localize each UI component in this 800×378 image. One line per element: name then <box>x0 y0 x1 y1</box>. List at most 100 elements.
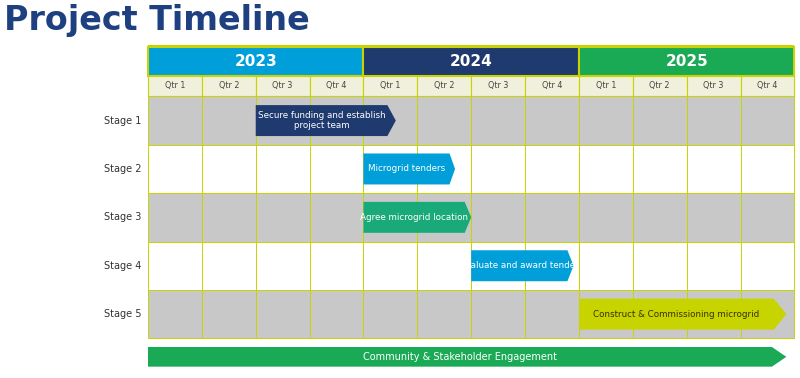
Bar <box>310 193 363 242</box>
Bar <box>202 242 256 290</box>
Bar <box>202 76 256 96</box>
Bar <box>418 242 471 290</box>
Text: Stage 1: Stage 1 <box>104 116 142 125</box>
Bar <box>525 96 579 145</box>
Polygon shape <box>363 153 455 184</box>
Bar <box>579 193 633 242</box>
Bar <box>148 193 202 242</box>
Polygon shape <box>579 299 786 330</box>
Bar <box>148 45 794 78</box>
Bar <box>471 76 525 96</box>
Bar <box>148 145 202 193</box>
Bar <box>256 290 310 338</box>
Bar <box>686 193 741 242</box>
Text: Qtr 3: Qtr 3 <box>703 82 724 90</box>
Bar <box>310 242 363 290</box>
Polygon shape <box>148 347 786 367</box>
Bar <box>686 290 741 338</box>
Bar <box>363 96 418 145</box>
Bar <box>741 96 794 145</box>
Text: Construct & Commissioning microgrid: Construct & Commissioning microgrid <box>594 310 759 319</box>
Bar <box>363 193 418 242</box>
Bar <box>310 290 363 338</box>
Text: Secure funding and establish
project team: Secure funding and establish project tea… <box>258 111 386 130</box>
Bar <box>202 193 256 242</box>
Bar <box>471 96 525 145</box>
Text: 2024: 2024 <box>450 54 493 69</box>
Bar <box>579 47 794 76</box>
Bar <box>148 96 202 145</box>
Bar <box>633 145 686 193</box>
Bar <box>310 145 363 193</box>
Bar <box>256 96 310 145</box>
Text: Qtr 2: Qtr 2 <box>434 82 454 90</box>
Text: Qtr 1: Qtr 1 <box>380 82 401 90</box>
Bar <box>633 76 686 96</box>
Bar <box>418 76 471 96</box>
Text: Qtr 4: Qtr 4 <box>758 82 778 90</box>
Bar <box>148 47 363 76</box>
Bar <box>741 290 794 338</box>
Bar <box>418 96 471 145</box>
Text: Qtr 1: Qtr 1 <box>165 82 185 90</box>
Text: Qtr 2: Qtr 2 <box>650 82 670 90</box>
Text: Qtr 2: Qtr 2 <box>218 82 239 90</box>
Bar <box>202 290 256 338</box>
Text: Evaluate and award tender: Evaluate and award tender <box>460 261 578 270</box>
Bar <box>525 193 579 242</box>
Bar <box>579 290 633 338</box>
Bar <box>525 76 579 96</box>
Text: Microgrid tenders: Microgrid tenders <box>368 164 445 174</box>
Bar <box>418 290 471 338</box>
Bar <box>418 193 471 242</box>
Text: Qtr 3: Qtr 3 <box>488 82 508 90</box>
Bar <box>202 96 256 145</box>
Bar <box>256 242 310 290</box>
Bar <box>686 242 741 290</box>
Bar <box>633 290 686 338</box>
Bar <box>741 145 794 193</box>
Text: Qtr 4: Qtr 4 <box>542 82 562 90</box>
Text: 2023: 2023 <box>234 54 277 69</box>
Bar <box>525 290 579 338</box>
Text: Qtr 4: Qtr 4 <box>326 82 346 90</box>
Bar <box>418 145 471 193</box>
Text: Qtr 3: Qtr 3 <box>273 82 293 90</box>
Bar <box>363 47 579 76</box>
Text: Qtr 1: Qtr 1 <box>596 82 616 90</box>
Bar <box>202 145 256 193</box>
Bar <box>686 96 741 145</box>
Bar <box>363 145 418 193</box>
Bar <box>256 193 310 242</box>
Polygon shape <box>256 105 396 136</box>
Bar <box>363 290 418 338</box>
Bar <box>363 76 418 96</box>
Bar <box>579 145 633 193</box>
Bar <box>256 145 310 193</box>
Bar <box>633 193 686 242</box>
Text: Community & Stakeholder Engagement: Community & Stakeholder Engagement <box>363 352 557 362</box>
Bar <box>633 242 686 290</box>
Polygon shape <box>363 202 471 233</box>
Bar <box>686 76 741 96</box>
Bar <box>633 96 686 145</box>
Bar <box>471 290 525 338</box>
Bar <box>741 76 794 96</box>
Bar <box>579 242 633 290</box>
Text: 2025: 2025 <box>666 54 708 69</box>
Bar <box>310 96 363 145</box>
Bar <box>525 145 579 193</box>
Bar <box>148 290 202 338</box>
Bar <box>579 76 633 96</box>
Text: Stage 3: Stage 3 <box>104 212 142 222</box>
Bar <box>363 242 418 290</box>
Bar <box>310 76 363 96</box>
Bar <box>686 145 741 193</box>
Bar <box>741 242 794 290</box>
Bar <box>579 96 633 145</box>
Bar <box>525 242 579 290</box>
Bar <box>471 242 525 290</box>
Polygon shape <box>471 250 574 281</box>
Bar <box>148 76 202 96</box>
Text: Stage 4: Stage 4 <box>104 261 142 271</box>
